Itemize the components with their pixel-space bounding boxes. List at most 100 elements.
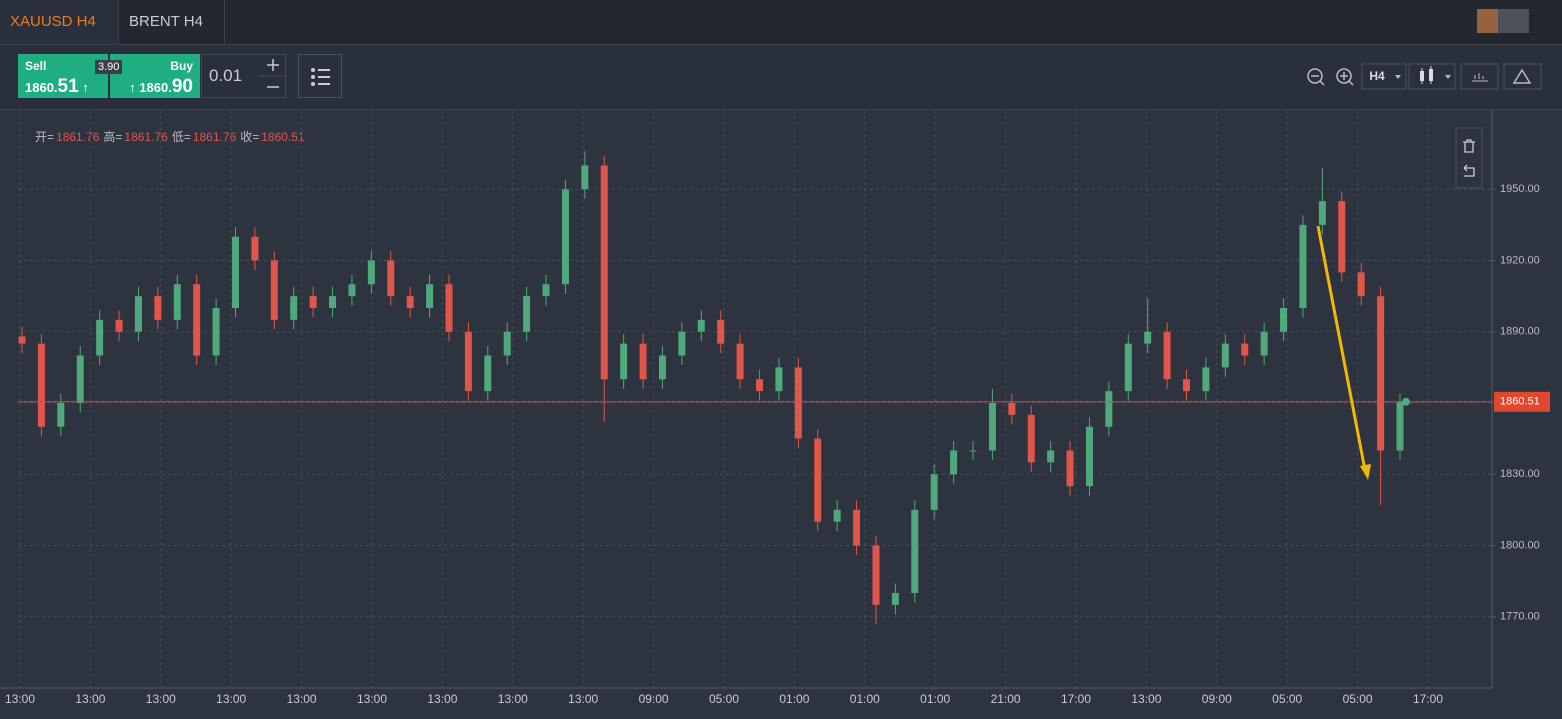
drawing-tools: [1455, 127, 1483, 189]
candle-body: [57, 403, 65, 427]
x-tick-label: 09:00: [639, 692, 669, 706]
candle-body: [426, 284, 434, 308]
candle-body: [309, 296, 317, 308]
lot-stepper[interactable]: [259, 54, 287, 98]
candle-body: [775, 367, 783, 392]
x-tick-label: 21:00: [991, 692, 1021, 706]
info-label: 开=: [35, 130, 54, 144]
candle-body: [911, 509, 919, 593]
candle-body: [1066, 450, 1074, 487]
x-tick-label: 13:00: [216, 692, 246, 706]
x-tick-label: 13:00: [1131, 692, 1161, 706]
info-value: 1860.51: [261, 130, 305, 144]
candle-body: [1241, 343, 1249, 356]
y-tick-label: 1830.00: [1500, 468, 1540, 480]
sell-label: Sell: [25, 59, 47, 73]
candle-body: [406, 296, 414, 308]
candle-body: [1163, 331, 1171, 380]
tab-bar: XAUUSD H4 BRENT H4: [0, 0, 1562, 45]
candle-body: [930, 474, 938, 510]
candle-body: [76, 355, 84, 403]
candle-body: [1260, 331, 1268, 356]
candle-body: [251, 236, 259, 261]
x-tick-label: 13:00: [146, 692, 176, 706]
candle-body: [1377, 296, 1385, 451]
candle-body: [1318, 201, 1326, 225]
last-price-label: 1860.51: [1500, 396, 1540, 408]
candle-body: [1027, 414, 1035, 463]
candle-body: [542, 284, 550, 297]
x-tick-label: 17:00: [1061, 692, 1091, 706]
candle-body: [853, 509, 861, 546]
candle-body: [387, 260, 395, 297]
candle-body: [173, 284, 181, 320]
zoom-out[interactable]: [1307, 68, 1323, 84]
spread: 3.90: [95, 60, 123, 74]
y-tick-label: 1800.00: [1500, 539, 1540, 551]
candle-body: [193, 284, 201, 356]
x-tick-label: 05:00: [1343, 692, 1373, 706]
delete-icon[interactable]: [1463, 139, 1475, 153]
candle-body: [658, 355, 666, 380]
account-avatar[interactable]: [1477, 9, 1529, 33]
candle-body: [1396, 401, 1404, 451]
candle-body: [561, 189, 569, 285]
tab[interactable]: XAUUSD H4: [0, 0, 119, 44]
candle-body: [639, 343, 647, 380]
candle-body: [891, 593, 899, 605]
candle-body: [1357, 272, 1365, 297]
candle-body: [503, 331, 511, 356]
candle-body: [1085, 426, 1093, 487]
candle-body: [134, 296, 142, 332]
candle-body: [484, 355, 492, 392]
zoom-in[interactable]: [1336, 68, 1352, 84]
price-chart: 开= 1861.76 高= 1861.76 低= 1861.76 收= 1860.51 177…: [0, 110, 1550, 706]
candle-body: [717, 319, 725, 344]
info-value: 1861.76: [193, 130, 237, 144]
candle-body: [969, 450, 977, 452]
y-tick-label: 1890.00: [1500, 326, 1540, 338]
info-value: 1861.76: [56, 130, 100, 144]
candle-body: [367, 260, 375, 285]
x-tick-label: 13:00: [5, 692, 35, 706]
x-tick-label: 17:00: [1413, 692, 1443, 706]
candle-body: [1221, 343, 1229, 368]
candle-body: [988, 403, 996, 451]
candle-body: [290, 296, 298, 320]
x-tick-label: 09:00: [1202, 692, 1232, 706]
info-label: 低=: [172, 130, 191, 144]
sell-button[interactable]: Sell 1860.51 ↑: [18, 54, 108, 98]
x-tick-label: 13:00: [427, 692, 457, 706]
sell-price-big: 51: [57, 76, 79, 97]
lot-value: 0.01: [209, 66, 243, 85]
sell-price-main: 1860.: [25, 80, 58, 95]
x-tick-label: 01:00: [779, 692, 809, 706]
info-label: 收=: [240, 130, 259, 144]
candle-body: [678, 331, 686, 356]
x-tick-label: 13:00: [568, 692, 598, 706]
buy-button[interactable]: Buy ↑ 1860.90: [110, 54, 200, 98]
menu-button[interactable]: [298, 54, 342, 98]
chart-tools: H4: [1307, 63, 1542, 90]
y-tick-label: 1770.00: [1500, 611, 1540, 623]
candle-body: [270, 260, 278, 320]
x-tick-label: 05:00: [709, 692, 739, 706]
timeframe[interactable]: H4: [1369, 69, 1385, 83]
undo-icon[interactable]: [1463, 164, 1475, 177]
candle-body: [18, 336, 26, 344]
candle-body: [1047, 450, 1055, 463]
info-value: 1861.76: [124, 130, 168, 144]
candle-body: [154, 296, 162, 320]
tab[interactable]: BRENT H4: [119, 0, 225, 44]
buy-price: ↑ 1860.90: [129, 76, 193, 97]
candle-body: [212, 308, 220, 356]
candle-body: [833, 509, 841, 522]
y-tick-label: 1950.00: [1500, 183, 1540, 195]
buy-price-main: 1860.: [139, 80, 172, 95]
sell-price: 1860.51 ↑: [25, 76, 89, 97]
candle-body: [620, 343, 628, 380]
candle-body: [231, 236, 239, 308]
candle-body: [464, 331, 472, 392]
candle-body: [872, 545, 880, 605]
